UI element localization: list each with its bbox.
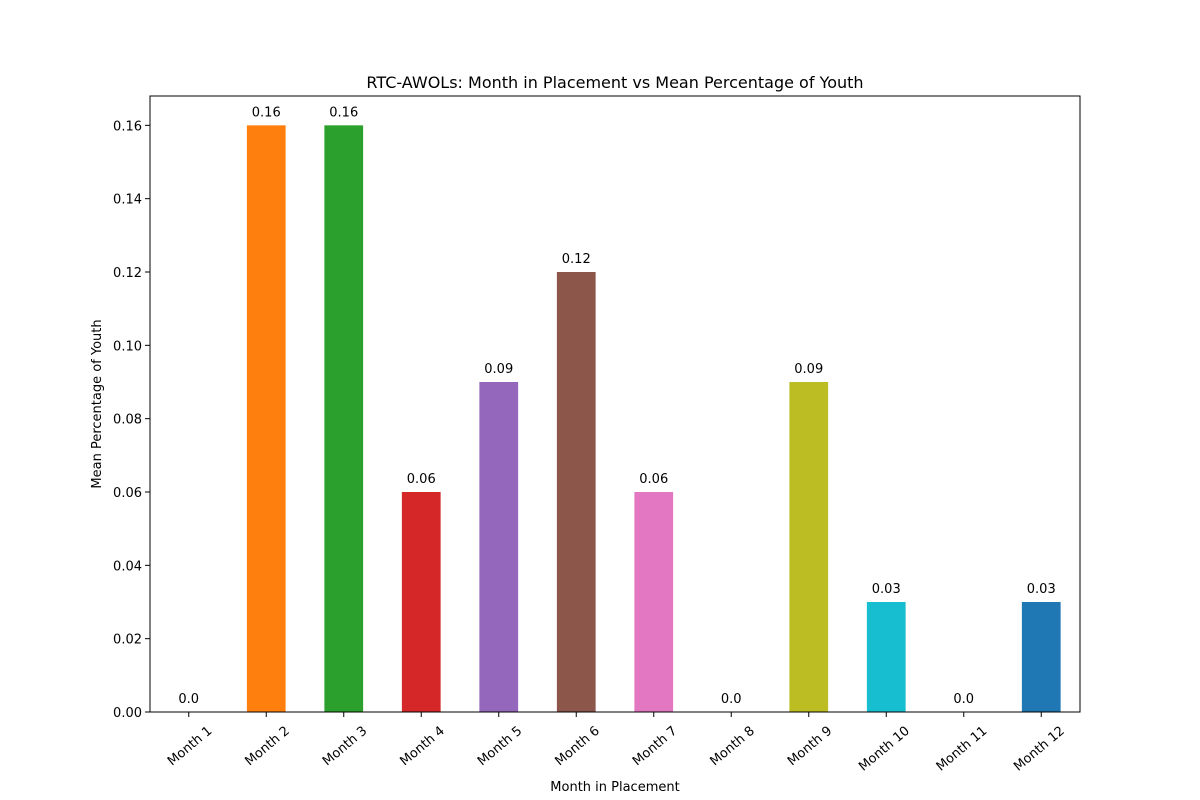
bar xyxy=(401,492,441,712)
x-tick-label: Month 10 xyxy=(856,724,913,775)
data-label: 0.0 xyxy=(953,692,974,707)
x-tick-label: Month 6 xyxy=(552,724,602,770)
data-label: 0.16 xyxy=(329,105,358,120)
y-tick-label: 0.06 xyxy=(113,486,142,501)
bar xyxy=(866,602,906,712)
bar xyxy=(556,272,596,712)
bar xyxy=(246,125,286,713)
data-label: 0.0 xyxy=(178,692,199,707)
y-tick-label: 0.12 xyxy=(113,266,142,281)
data-label: 0.09 xyxy=(794,362,823,377)
chart-title: RTC-AWOLs: Month in Placement vs Mean Pe… xyxy=(366,73,863,92)
x-tick-label: Month 4 xyxy=(397,724,447,770)
data-label: 0.03 xyxy=(872,582,901,597)
y-tick-label: 0.16 xyxy=(113,119,142,134)
x-tick-label: Month 11 xyxy=(934,724,991,775)
y-tick-label: 0.02 xyxy=(113,633,142,648)
y-tick-label: 0.14 xyxy=(113,193,142,208)
x-tick-label: Month 1 xyxy=(165,724,215,770)
bar xyxy=(634,492,674,712)
bar xyxy=(1021,602,1061,712)
data-label: 0.12 xyxy=(562,252,591,267)
y-tick-label: 0.00 xyxy=(113,706,142,721)
y-tick-label: 0.08 xyxy=(113,413,142,428)
plot-area: Month 1 0.0 Month 2 0.16 Month 3 0.16 Month 4 0… xyxy=(113,95,1081,775)
y-axis-label: Mean Percentage of Youth xyxy=(90,319,105,488)
x-tick-label: Month 7 xyxy=(630,724,680,770)
x-tick-label: Month 3 xyxy=(320,724,370,770)
x-tick-label: Month 2 xyxy=(242,724,292,770)
bar xyxy=(479,382,519,712)
data-label: 0.06 xyxy=(407,472,436,487)
x-tick-label: Month 9 xyxy=(785,724,835,770)
bar xyxy=(789,382,829,712)
y-tick-label: 0.10 xyxy=(113,339,142,354)
x-tick-label: Month 12 xyxy=(1011,724,1068,775)
x-axis-label: Month in Placement xyxy=(550,780,679,795)
y-tick-label: 0.04 xyxy=(113,559,142,574)
data-label: 0.03 xyxy=(1027,582,1056,597)
data-label: 0.09 xyxy=(484,362,513,377)
plot-frame xyxy=(149,95,1081,713)
x-tick-label: Month 8 xyxy=(707,724,757,770)
data-label: 0.06 xyxy=(639,472,668,487)
bar xyxy=(324,125,364,713)
data-label: 0.16 xyxy=(252,105,281,120)
x-tick-label: Month 5 xyxy=(475,724,525,770)
data-label: 0.0 xyxy=(721,692,742,707)
